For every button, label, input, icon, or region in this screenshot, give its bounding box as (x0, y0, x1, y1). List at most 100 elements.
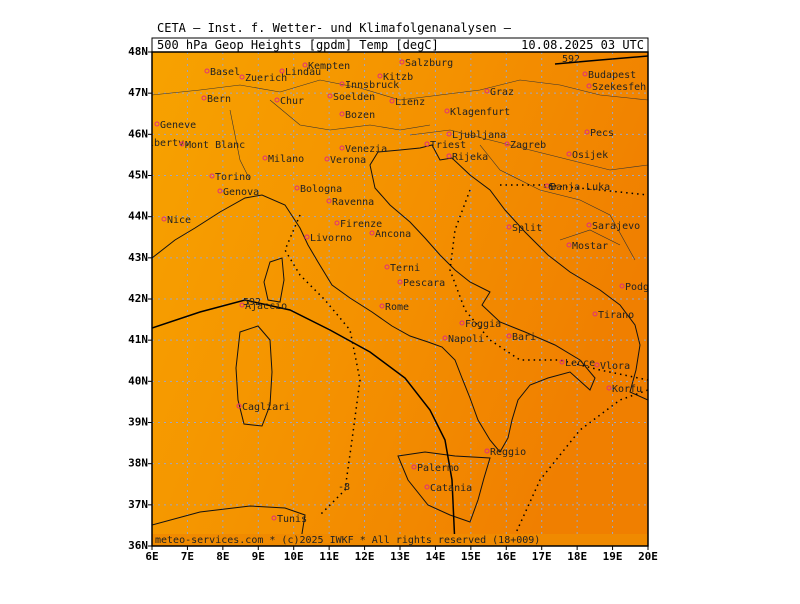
coastline-sicily (397, 451, 491, 523)
city-marker (339, 111, 345, 117)
lon-label: 9E (252, 550, 265, 563)
city-label: Genova (223, 187, 259, 198)
lat-label: 41N (128, 333, 148, 346)
lat-label: 42N (128, 292, 148, 305)
city-marker (324, 156, 330, 162)
lon-label: 17E (532, 550, 552, 563)
city-label: Napoli (448, 334, 484, 345)
contour-label: 592 (243, 297, 261, 308)
header-title: CETA — Inst. f. Wetter- und Klimafolgena… (157, 21, 512, 35)
lat-label: 40N (128, 374, 148, 387)
city-marker (239, 74, 245, 80)
lon-label: 20E (638, 550, 658, 563)
city-label: Venezia (345, 144, 387, 155)
contour-592-north (554, 55, 648, 65)
contour-temp-ne (500, 184, 648, 196)
lat-label: 39N (128, 416, 148, 429)
city-marker (566, 242, 572, 248)
city-label: Basel (210, 67, 240, 78)
city-marker (389, 98, 395, 104)
city-marker (204, 68, 210, 74)
city-label: Bern (207, 94, 231, 105)
city-label: Palermo (417, 463, 459, 474)
city-marker (294, 185, 300, 191)
city-marker (544, 183, 550, 189)
lat-label: 48N (128, 45, 148, 58)
lat-label: 45N (128, 169, 148, 182)
city-marker (209, 173, 215, 179)
header-datetime: 10.08.2025 03 UTC (521, 38, 644, 52)
city-label: Terni (390, 263, 420, 274)
city-marker (274, 97, 280, 103)
city-marker (446, 131, 452, 137)
axis-labels: 48N 47N 46N 45N 44N 43N 42N 41N 40N 39N 38N 37N 36N6… (128, 45, 658, 563)
lon-label: 19E (603, 550, 623, 563)
city-label: Livorno (310, 233, 352, 244)
city-marker (339, 145, 345, 151)
city-label: Ljubljana (452, 130, 506, 141)
city-label: Lindau (285, 67, 321, 78)
city-marker (399, 59, 405, 65)
city-label: Torino (215, 172, 251, 183)
city-marker (271, 515, 277, 521)
city-label: Kempten (308, 61, 350, 72)
lon-label: 18E (567, 550, 587, 563)
city-label: Budapest (588, 70, 636, 81)
city-marker (592, 311, 598, 317)
city-label: Tunis (277, 514, 307, 525)
city-marker (239, 302, 245, 308)
city-marker (559, 359, 565, 365)
coastline-sardinia (235, 325, 273, 427)
city-label: Zuerich (245, 73, 287, 84)
city-label: Zagreb (510, 140, 546, 151)
city-marker (154, 121, 160, 127)
city-label: Graz (490, 87, 514, 98)
city-marker (582, 71, 588, 77)
city-label: Banja Luka (550, 182, 610, 193)
city-label: Catania (430, 483, 472, 494)
coastline-tunisia (152, 505, 306, 546)
city-marker (339, 81, 345, 87)
contour-label: 592 (562, 54, 580, 65)
city-label: Vlora (600, 361, 630, 372)
coastline-corsica (263, 257, 285, 303)
city-label: Bari (512, 332, 536, 343)
city-label: Foggia (465, 319, 501, 330)
city-label: Lienz (395, 97, 425, 108)
city-marker (369, 230, 375, 236)
city-label: Szekesfeh (592, 82, 646, 93)
lon-label: 10E (284, 550, 304, 563)
city-label: Sarajevo (592, 221, 640, 232)
city-label: Korfu (612, 384, 642, 395)
city-marker (302, 62, 308, 68)
city-label: Rome (385, 302, 409, 313)
city-marker (504, 141, 510, 147)
city-marker (397, 279, 403, 285)
city-label: Podgorica (625, 282, 679, 293)
lat-label: 36N (128, 539, 148, 552)
lat-label: 37N (128, 498, 148, 511)
city-marker (334, 220, 340, 226)
city-marker (379, 303, 385, 309)
city-label: Geneve (160, 120, 196, 131)
contour-label: -6 (542, 182, 554, 193)
city-label: Albertv. (142, 138, 190, 149)
contour-label: -8 (338, 482, 350, 493)
city-label: Reggio (490, 447, 526, 458)
lon-label: 7E (181, 550, 194, 563)
city-marker (236, 403, 242, 409)
header-subtitle: 500 hPa Geop Heights [gpdm] Temp [degC] (157, 38, 439, 52)
lat-label: 47N (128, 86, 148, 99)
city-marker (326, 198, 332, 204)
city-label: Osijek (572, 150, 608, 161)
city-label: Bozen (345, 110, 375, 121)
city-label: Klagenfurt (450, 107, 510, 118)
city-marker (424, 141, 430, 147)
city-marker (459, 320, 465, 326)
city-marker (586, 222, 592, 228)
city-marker (384, 264, 390, 270)
contour-temp-east (449, 189, 648, 381)
city-marker (606, 385, 612, 391)
